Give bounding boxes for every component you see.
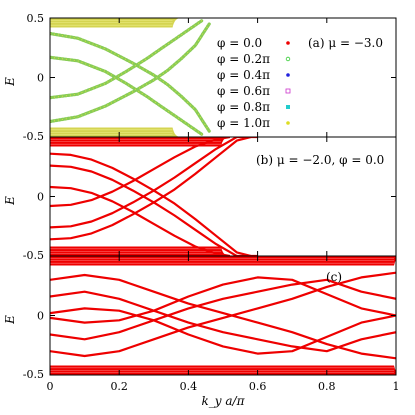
edge-state-curve-3: [50, 137, 258, 229]
y-tick-label: 0.5: [27, 12, 45, 25]
legend-entry-label: φ = 0.2π: [217, 52, 270, 66]
legend-entry-label: φ = 1.0π: [217, 116, 270, 130]
y-axis-label: E: [3, 315, 17, 325]
y-tick-label: 0: [37, 191, 44, 204]
data-layer: [50, 18, 396, 375]
panel-annotation: (c): [326, 270, 342, 284]
edge-state-curve-5: [50, 137, 231, 208]
axes-layer: [49, 17, 397, 376]
edge-state-curve-2: [50, 290, 396, 353]
legend-marker: [286, 121, 290, 125]
x-tick-label: 1: [393, 380, 400, 393]
y-axis-label: E: [3, 77, 17, 87]
legend-entry-label: φ = 0.6π: [217, 84, 270, 98]
edge-state-curve-5: [50, 276, 396, 324]
edge-state-curve-3: [50, 278, 396, 341]
x-tick-label: 0.4: [180, 380, 198, 393]
panel-2-plot: [50, 256, 396, 375]
legend-entry-label: φ = 0.4π: [217, 68, 270, 82]
x-axis-label: k_y a/π: [202, 394, 246, 408]
legend-entry-label: φ = 0.8π: [217, 100, 270, 114]
edge-state-curve-overlay-0: [50, 33, 210, 132]
panel-0-plot: [50, 18, 211, 137]
y-tick-label: 0: [37, 310, 44, 323]
legend-entry-label: φ = 0.0: [217, 36, 262, 50]
legend-marker: [286, 105, 290, 109]
edge-state-curve-2: [50, 164, 258, 256]
panel-annotation: (a) μ = −3.0: [308, 36, 383, 50]
x-tick-label: 0: [47, 380, 54, 393]
legend-marker: [285, 56, 291, 62]
legend-marker: [286, 73, 290, 77]
edge-state-curve-4: [50, 307, 396, 355]
y-tick-label: -0.5: [23, 368, 44, 381]
y-tick-label: -0.5: [23, 249, 44, 262]
panel-annotation: (b) μ = −2.0, φ = 0.0: [256, 153, 384, 167]
edge-state-curve-3: [50, 18, 204, 100]
edge-state-curve-overlay-1: [50, 23, 210, 122]
x-tick-label: 0.8: [318, 380, 336, 393]
legend-marker: [285, 88, 291, 94]
y-tick-label: -0.5: [23, 130, 44, 143]
edge-state-curve-4: [50, 185, 231, 256]
x-tick-label: 0.6: [249, 380, 267, 393]
y-axis-label: E: [3, 196, 17, 206]
edge-state-curve-2: [50, 55, 204, 137]
legend-marker: [286, 41, 290, 45]
y-tick-label: 0: [37, 72, 44, 85]
x-tick-label: 0.2: [110, 380, 128, 393]
text-layer: 0.50-0.5E(a) μ = −3.00-0.5E(b) μ = −2.0,…: [3, 12, 400, 408]
panel-1-plot: [50, 137, 258, 256]
